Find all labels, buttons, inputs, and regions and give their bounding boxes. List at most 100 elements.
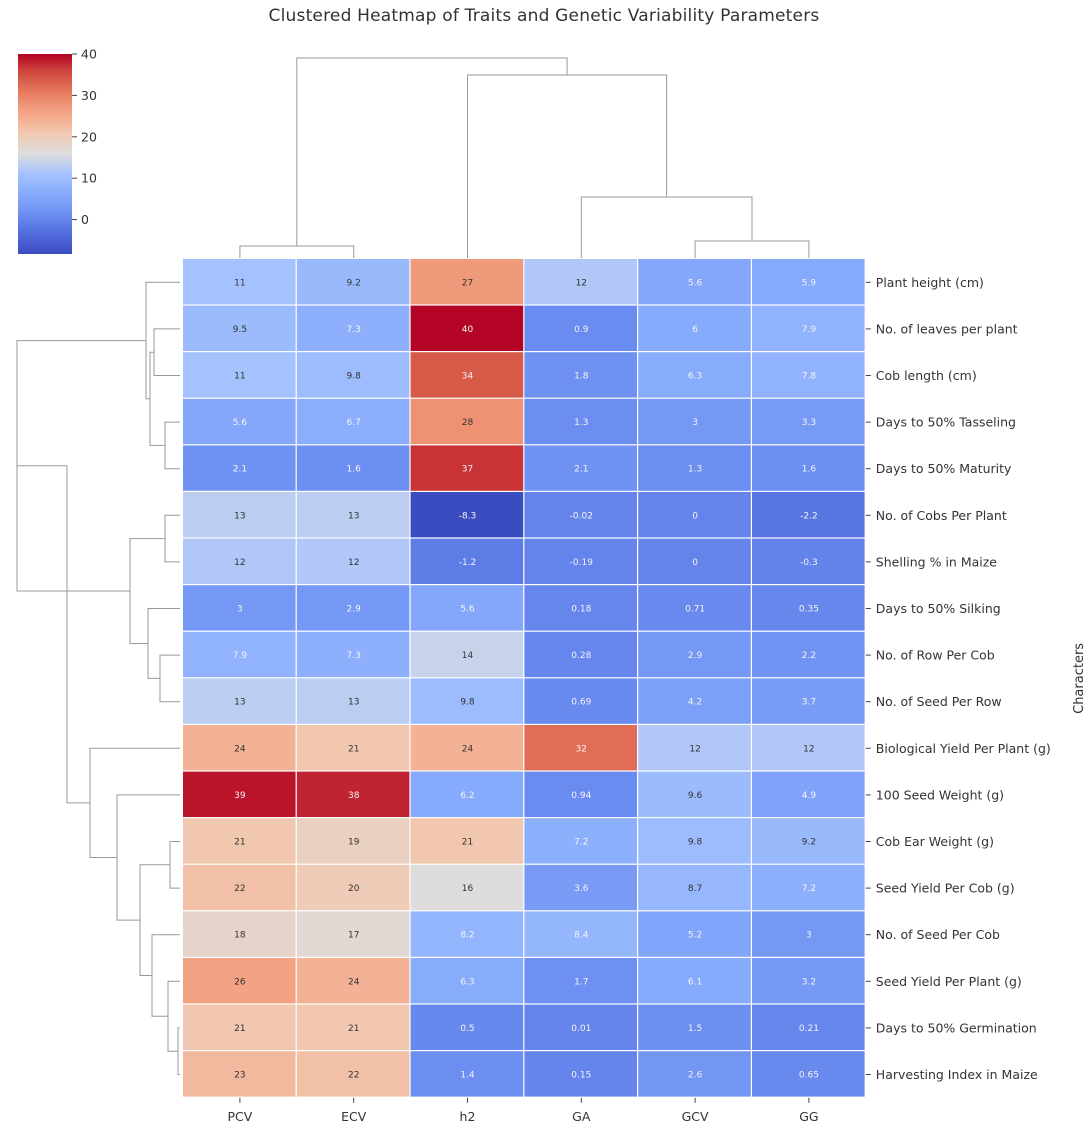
heatmap-cell bbox=[296, 771, 410, 817]
heatmap-cell bbox=[524, 725, 637, 771]
colorbar-tick-label: 10 bbox=[81, 171, 97, 186]
cell-value-label: 40 bbox=[462, 325, 474, 335]
cell-value-label: 3.7 bbox=[802, 698, 816, 708]
cell-value-label: 3.2 bbox=[802, 977, 816, 987]
cell-value-label: 1.8 bbox=[574, 372, 589, 382]
colorbar-tick-label: 40 bbox=[81, 47, 97, 62]
cell-value-label: 17 bbox=[348, 931, 359, 941]
heatmap-cell bbox=[183, 911, 296, 957]
heatmap-cell bbox=[752, 818, 865, 864]
row-dendrogram-link bbox=[177, 1027, 180, 1075]
heatmap-cell bbox=[524, 958, 637, 1004]
cell-value-label: 8.2 bbox=[460, 931, 474, 941]
cell-value-label: 5.6 bbox=[460, 605, 475, 615]
heatmap-cell bbox=[524, 1051, 637, 1097]
column-dendrogram-link bbox=[296, 57, 568, 246]
cell-value-label: -8.3 bbox=[459, 511, 477, 521]
cell-value-label: 21 bbox=[234, 838, 245, 848]
heatmap-cell bbox=[752, 958, 865, 1004]
heatmap-cell bbox=[752, 352, 865, 398]
cell-value-label: 0 bbox=[692, 511, 698, 521]
cell-value-label: 5.6 bbox=[688, 278, 703, 288]
cell-value-label: 11 bbox=[234, 278, 245, 288]
cell-value-label: 0.35 bbox=[799, 605, 819, 615]
cell-value-label: 7.2 bbox=[802, 884, 816, 894]
heatmap-cell bbox=[638, 631, 751, 678]
heatmap-cell bbox=[752, 1004, 865, 1050]
row-tick-label: 100 Seed Weight (g) bbox=[876, 787, 1004, 802]
heatmap-cell bbox=[524, 492, 637, 538]
cell-value-label: 37 bbox=[462, 465, 473, 475]
row-dendrogram-link bbox=[153, 328, 180, 376]
heatmap-cell bbox=[296, 678, 410, 724]
heatmap-cell bbox=[752, 445, 865, 491]
heatmap-cell bbox=[183, 585, 296, 631]
cell-value-label: 34 bbox=[462, 372, 474, 382]
cell-value-label: 1.3 bbox=[688, 465, 702, 475]
cell-value-label: 2.6 bbox=[688, 1071, 703, 1081]
heatmap-cell bbox=[410, 352, 524, 398]
row-tick-label: Plant height (cm) bbox=[876, 275, 984, 290]
cell-value-label: 5.2 bbox=[688, 931, 702, 941]
cell-value-label: 7.3 bbox=[347, 325, 361, 335]
row-dendrogram-link bbox=[116, 794, 180, 921]
heatmap-cell bbox=[296, 585, 410, 631]
column-dendrogram-link bbox=[580, 196, 753, 258]
heatmap-cell bbox=[638, 1051, 751, 1097]
row-tick-label: No. of Seed Per Row bbox=[876, 694, 1002, 709]
cell-value-label: 12 bbox=[576, 278, 587, 288]
heatmap-cell bbox=[638, 818, 751, 864]
cell-value-label: 0.9 bbox=[574, 325, 589, 335]
heatmap-cell bbox=[183, 445, 296, 491]
heatmap-cell bbox=[752, 771, 865, 817]
cell-value-label: 6.7 bbox=[347, 418, 361, 428]
cell-value-label: 9.6 bbox=[688, 791, 703, 801]
heatmap-cell bbox=[296, 911, 410, 957]
heatmap-cell bbox=[638, 725, 751, 771]
cell-value-label: -0.19 bbox=[570, 558, 594, 568]
heatmap-cell bbox=[638, 305, 751, 351]
row-dendrogram-link bbox=[159, 654, 180, 703]
row-tick-label: Days to 50% Tasseling bbox=[876, 415, 1016, 430]
heatmap-cell bbox=[410, 678, 524, 724]
cell-value-label: 7.8 bbox=[802, 372, 817, 382]
cell-value-label: 0.65 bbox=[799, 1071, 819, 1081]
heatmap-cell bbox=[752, 538, 865, 584]
cell-value-label: 4.2 bbox=[688, 698, 702, 708]
cell-value-label: -0.3 bbox=[800, 558, 818, 568]
heatmap-cell bbox=[752, 492, 865, 538]
heatmap-cell bbox=[524, 771, 637, 817]
cell-value-label: 7.3 bbox=[347, 651, 361, 661]
heatmap-cell bbox=[296, 1004, 410, 1050]
cell-value-label: 2.9 bbox=[347, 605, 362, 615]
heatmap-cell bbox=[410, 259, 524, 305]
cell-value-label: 6.3 bbox=[688, 372, 702, 382]
heatmap-cell bbox=[524, 585, 637, 631]
cell-value-label: 0.21 bbox=[799, 1024, 819, 1034]
heatmap-cell bbox=[296, 725, 410, 771]
heatmap-cell bbox=[410, 864, 524, 911]
cell-value-label: 1.4 bbox=[460, 1071, 475, 1081]
cell-value-label: 8.7 bbox=[688, 884, 702, 894]
row-dendrogram-link bbox=[164, 421, 180, 470]
cell-value-label: 8.4 bbox=[574, 931, 589, 941]
row-dendrogram-link bbox=[169, 841, 180, 889]
row-tick-label: Days to 50% Maturity bbox=[876, 461, 1012, 476]
heatmap-cell bbox=[638, 678, 751, 724]
cell-value-label: 21 bbox=[234, 1024, 245, 1034]
cell-value-label: 13 bbox=[348, 511, 359, 521]
cell-value-label: 3 bbox=[692, 418, 698, 428]
cell-value-label: -1.2 bbox=[459, 558, 477, 568]
row-dendrogram-link bbox=[147, 608, 180, 679]
heatmap-cell bbox=[183, 1051, 296, 1097]
cell-value-label: 3 bbox=[237, 605, 243, 615]
heatmap-cell bbox=[752, 585, 865, 631]
heatmap-cell bbox=[638, 864, 751, 911]
cell-value-label: 9.8 bbox=[460, 698, 475, 708]
cell-value-label: 1.3 bbox=[574, 418, 588, 428]
cell-value-label: 9.8 bbox=[688, 838, 703, 848]
cell-value-label: 0.71 bbox=[685, 605, 705, 615]
cell-value-label: 1.6 bbox=[347, 465, 362, 475]
heatmap-cell bbox=[638, 492, 751, 538]
heatmap-cell bbox=[410, 818, 524, 864]
